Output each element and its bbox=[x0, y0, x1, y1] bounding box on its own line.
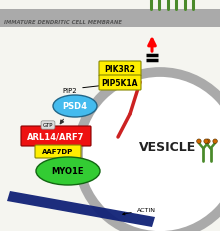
Ellipse shape bbox=[53, 96, 97, 118]
Text: PIK3R2: PIK3R2 bbox=[104, 65, 136, 74]
Circle shape bbox=[197, 139, 201, 144]
FancyBboxPatch shape bbox=[99, 76, 141, 91]
FancyBboxPatch shape bbox=[35, 145, 81, 158]
FancyBboxPatch shape bbox=[99, 62, 141, 77]
Circle shape bbox=[78, 73, 220, 231]
Text: VESICLE: VESICLE bbox=[139, 141, 197, 154]
Text: PIP2: PIP2 bbox=[62, 88, 77, 94]
Ellipse shape bbox=[36, 157, 100, 185]
Bar bbox=[0, 10, 220, 28]
Text: ACTIN: ACTIN bbox=[137, 208, 156, 213]
Text: ARL14/ARF7: ARL14/ARF7 bbox=[27, 132, 85, 141]
Bar bbox=[0, 0, 220, 10]
Circle shape bbox=[213, 139, 217, 144]
Polygon shape bbox=[7, 191, 155, 227]
Text: MYO1E: MYO1E bbox=[52, 167, 84, 176]
Text: GTP: GTP bbox=[43, 123, 53, 128]
Circle shape bbox=[206, 139, 210, 144]
FancyBboxPatch shape bbox=[21, 126, 91, 146]
Text: PIP5K1A: PIP5K1A bbox=[102, 79, 138, 88]
Text: PSD4: PSD4 bbox=[62, 102, 88, 111]
Circle shape bbox=[204, 139, 208, 144]
Text: AAF7DP: AAF7DP bbox=[42, 149, 74, 155]
Text: IMMATURE DENDRITIC CELL MEMBRANE: IMMATURE DENDRITIC CELL MEMBRANE bbox=[4, 20, 122, 25]
